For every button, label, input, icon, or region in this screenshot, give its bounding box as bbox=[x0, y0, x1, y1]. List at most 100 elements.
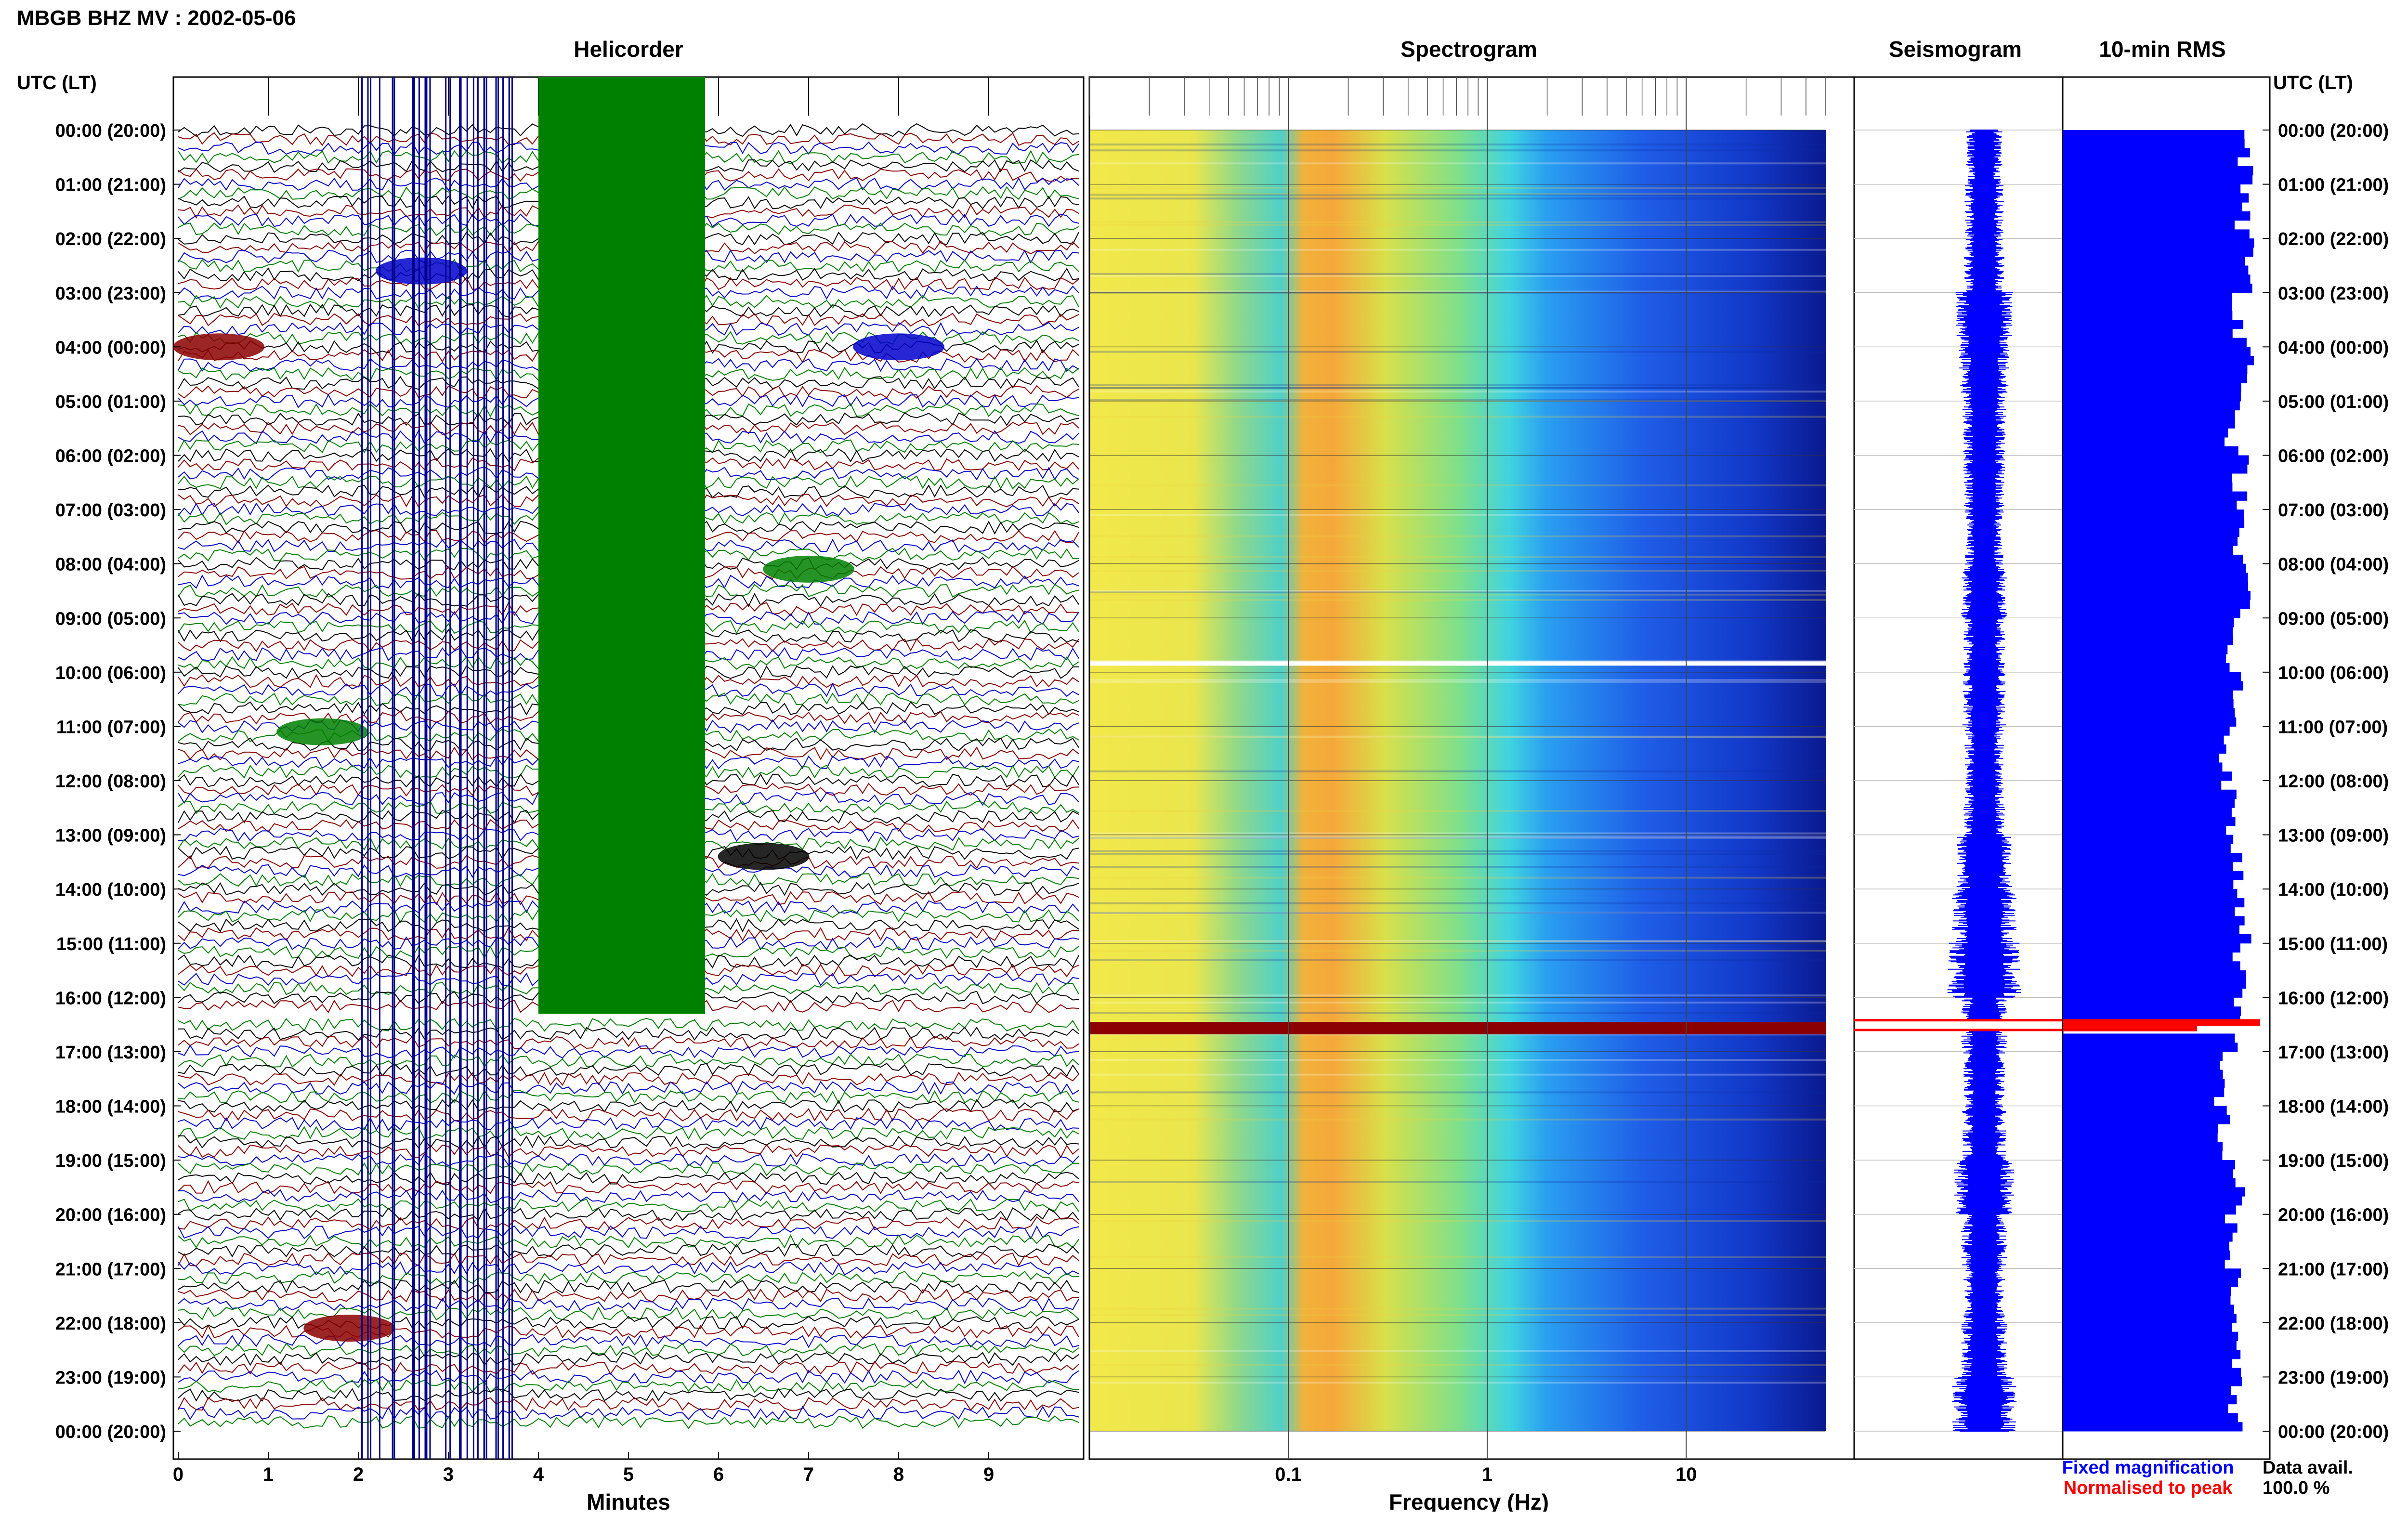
spectrogram-streak bbox=[1090, 589, 1826, 592]
rms-bar bbox=[2063, 726, 2230, 736]
rms-bar bbox=[2063, 889, 2238, 899]
rms-bar bbox=[2063, 1268, 2241, 1278]
spectrogram-streak bbox=[1090, 1307, 1826, 1310]
spectrogram-streak bbox=[1090, 194, 1826, 196]
helicorder-trace bbox=[178, 1388, 1079, 1402]
rms-bar bbox=[2063, 907, 2235, 916]
rms-bar bbox=[2063, 1096, 2214, 1106]
helicorder-trace bbox=[178, 1406, 1079, 1420]
rms-bar bbox=[2063, 1295, 2231, 1305]
rms-bar bbox=[2063, 1142, 2223, 1151]
spectrogram-streak bbox=[1090, 912, 1826, 914]
spectrogram-streak bbox=[1090, 384, 1826, 386]
rms-bar bbox=[2063, 1160, 2236, 1170]
rms-bar bbox=[2063, 672, 2241, 682]
time-tick-label: 05:00 (01:00) bbox=[55, 392, 166, 412]
spectrogram-streak bbox=[1090, 535, 1826, 537]
rms-bar bbox=[2063, 952, 2233, 962]
helicorder-trace bbox=[178, 1352, 1079, 1366]
helicorder-trace bbox=[178, 1253, 1079, 1267]
spectrogram-streak bbox=[1090, 950, 1826, 952]
helicorder-trace bbox=[178, 1343, 1079, 1357]
rms-bar bbox=[2063, 961, 2240, 971]
time-tick-label: 09:00 (05:00) bbox=[2278, 609, 2389, 629]
spectrogram-streak bbox=[1090, 680, 1826, 683]
time-tick-label: 10:00 (06:00) bbox=[2278, 663, 2389, 683]
helicorder-event bbox=[303, 1315, 395, 1342]
rms-bar bbox=[2063, 1413, 2238, 1423]
rms-bar bbox=[2063, 311, 2233, 320]
legend-normalised-to-peak: Normalised to peak bbox=[2064, 1478, 2233, 1498]
rms-bar bbox=[2063, 1386, 2231, 1396]
rms-bar bbox=[2063, 997, 2234, 1007]
rms-bar bbox=[2063, 238, 2254, 248]
rms-bar bbox=[2063, 880, 2234, 889]
helicorder-trace bbox=[178, 1081, 1079, 1095]
rms-bar bbox=[2063, 925, 2239, 935]
time-tick-label: 01:00 (21:00) bbox=[55, 175, 166, 196]
time-tick-label: 13:00 (09:00) bbox=[55, 826, 166, 846]
spectrogram-streak bbox=[1090, 836, 1826, 839]
time-tick-label: 02:00 (22:00) bbox=[2278, 229, 2389, 249]
time-tick-label: 23:00 (19:00) bbox=[55, 1368, 166, 1388]
rms-bar bbox=[2063, 1395, 2237, 1405]
rms-bar bbox=[2063, 1223, 2238, 1233]
spectrogram-streak bbox=[1090, 866, 1826, 868]
spectrogram-peak-band bbox=[1090, 1021, 1826, 1034]
rms-bar bbox=[2063, 1232, 2233, 1242]
rms-bar bbox=[2063, 1259, 2225, 1269]
time-tick-label: 21:00 (17:00) bbox=[2278, 1259, 2389, 1279]
spectrogram-xlabel: Frequency (Hz) bbox=[1389, 1489, 1549, 1512]
rms-bar bbox=[2063, 1006, 2241, 1016]
rms-bar bbox=[2063, 988, 2243, 998]
rms-bar bbox=[2063, 383, 2241, 392]
rms-bar bbox=[2063, 446, 2238, 456]
rms-bar bbox=[2063, 184, 2241, 194]
time-tick-label: 17:00 (13:00) bbox=[55, 1043, 166, 1063]
spectrogram-streak bbox=[1090, 770, 1826, 772]
rms-bar bbox=[2063, 356, 2254, 365]
time-tick-label: 05:00 (01:00) bbox=[2278, 392, 2389, 412]
helicorder-trace bbox=[178, 1063, 1079, 1077]
rms-bar bbox=[2063, 563, 2246, 573]
helicorder-x-tick-label: 4 bbox=[533, 1464, 544, 1485]
time-tick-label: 07:00 (03:00) bbox=[2278, 500, 2389, 521]
spectrogram-streak bbox=[1090, 1382, 1826, 1384]
rms-bar bbox=[2063, 1404, 2228, 1413]
helicorder-x-tick-label: 0 bbox=[173, 1464, 183, 1485]
spectrogram-streak bbox=[1090, 994, 1826, 997]
spectrogram-streak bbox=[1090, 850, 1826, 852]
time-tick-label: 06:00 (02:00) bbox=[55, 446, 166, 467]
helicorder-trace bbox=[178, 1216, 1079, 1230]
time-tick-label: 20:00 (16:00) bbox=[2278, 1205, 2389, 1226]
helicorder-trace bbox=[178, 1108, 1079, 1122]
time-tick-label: 00:00 (20:00) bbox=[2278, 1422, 2389, 1442]
helicorder-trace bbox=[178, 1415, 1079, 1429]
rms-bar bbox=[2063, 410, 2235, 419]
time-tick-label: 04:00 (00:00) bbox=[2278, 338, 2389, 358]
spectrogram-streak bbox=[1090, 1350, 1826, 1352]
rms-bar bbox=[2063, 970, 2246, 980]
spectrogram-streak bbox=[1090, 556, 1826, 558]
spectrogram-streak bbox=[1090, 223, 1826, 226]
time-tick-label: 14:00 (10:00) bbox=[55, 880, 166, 900]
rms-bar bbox=[2063, 220, 2235, 230]
time-ticks-right: 00:00 (20:00) 01:00 (21:00) 02:00 (22:00) 0… bbox=[2263, 121, 2389, 1442]
time-tick-label: 18:00 (14:00) bbox=[2278, 1097, 2389, 1117]
spectrogram-streak bbox=[1090, 221, 1826, 223]
rms-bar bbox=[2063, 1169, 2233, 1179]
spectrogram-streak bbox=[1090, 1059, 1826, 1061]
spectrogram-x-tick-label: 10 bbox=[1675, 1464, 1697, 1485]
time-tick-label: 16:00 (12:00) bbox=[2278, 988, 2389, 1008]
rms-bar bbox=[2063, 1331, 2238, 1341]
rms-bar bbox=[2063, 419, 2235, 429]
helicorder-trace bbox=[178, 1171, 1079, 1185]
rms-bar bbox=[2063, 1341, 2237, 1350]
helicorder-saturated-block bbox=[538, 77, 705, 1014]
rms-bar bbox=[2063, 464, 2248, 474]
spectrogram-streak bbox=[1090, 836, 1826, 839]
spectrogram-streak bbox=[1090, 1001, 1826, 1004]
helicorder-x-tick-label: 5 bbox=[623, 1464, 634, 1485]
helicorder-event bbox=[718, 843, 810, 870]
spectrogram-streak bbox=[1090, 399, 1826, 401]
